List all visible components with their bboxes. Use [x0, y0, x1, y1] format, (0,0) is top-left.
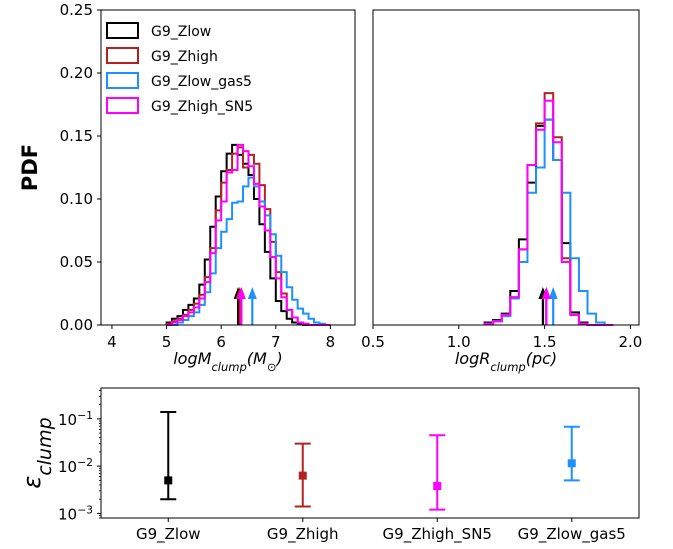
legend-swatch-g9-zlow-gas5 [106, 72, 139, 89]
mass-hist-g9-zhigh-sn5 [166, 143, 331, 326]
mass-ytick-label: 0.15 [60, 127, 93, 145]
eff-point-g9-zlow-gas5 [563, 425, 580, 482]
x-axis-label-mass: logMclump(M⊙) [173, 349, 283, 374]
mass-ytick-label: 0.00 [60, 316, 93, 334]
mass-xtick-label: 7 [271, 333, 281, 351]
legend-label-g9-zhigh-sn5: G9_Zhigh_SN5 [151, 99, 253, 115]
radius-hist-g9-zhigh-sn5 [483, 99, 614, 326]
eff-ytick-label: 10−1 [58, 408, 93, 429]
legend-label-g9-zlow: G9_Zlow [151, 24, 211, 40]
radius-xtick-label: 0.5 [361, 333, 385, 351]
mass-histogram-panel: 4 5 6 7 8 0.00 0.05 0.10 0.15 0.20 0.25 PDF logMclum… [18, 1, 356, 374]
radius-xtick-label: 1.0 [447, 333, 471, 351]
legend-label-g9-zlow-gas5: G9_Zlow_gas5 [151, 74, 252, 90]
mass-median-arrow-g9-zlow-gas5 [247, 287, 257, 325]
mass-median-arrow-g9-zlow-gas5-head [247, 287, 257, 299]
mass-median-arrow-g9-zhigh-sn5-head [236, 287, 246, 299]
legend-swatch-g9-zhigh-sn5 [106, 97, 139, 114]
eff-ytick-label: 10−2 [58, 456, 93, 477]
radius-hist-g9-zhigh [483, 92, 614, 326]
y-axis-label-efficiency: εclump [18, 417, 56, 488]
eff-xtick-label: G9_Zhigh_SN5 [383, 525, 492, 544]
legend-swatch-g9-zhigh [106, 47, 139, 64]
mass-xtick-label: 6 [216, 333, 226, 351]
eff-point-g9-zhigh-sn5-marker [433, 482, 442, 491]
mass-xtick-label: 8 [326, 333, 336, 351]
eff-point-g9-zhigh-marker [298, 471, 307, 480]
mass-ytick-label: 0.05 [60, 253, 93, 271]
radius-xtick-label: 2.0 [618, 333, 642, 351]
eff-frame [100, 387, 640, 519]
x-axis-label-radius: logRclump(pc) [455, 349, 557, 374]
radius-frame [372, 9, 640, 326]
radius-xtick-label: 1.5 [533, 333, 557, 351]
eff-point-g9-zlow-marker [164, 476, 173, 485]
eff-point-g9-zlow [160, 410, 177, 501]
eff-xtick-label: G9_Zlow [136, 525, 201, 544]
eff-point-g9-zhigh-sn5 [429, 434, 446, 511]
legend-label-g9-zhigh: G9_Zhigh [151, 49, 218, 65]
y-axis-label-pdf: PDF [18, 144, 42, 191]
mass-ytick-label: 0.20 [60, 64, 93, 82]
mass-median-arrow-g9-zhigh-sn5 [236, 287, 246, 325]
mass-ytick-label: 0.10 [60, 190, 93, 208]
eff-ytick-label: 10−3 [58, 503, 93, 524]
legend: G9_Zlow G9_Zhigh G9_Zlow_gas5 G9_Zhigh_SN5 [106, 22, 253, 115]
radius-median-arrow-g9-zhigh-sn5-head [541, 287, 551, 299]
eff-xtick-label: G9_Zhigh [267, 525, 339, 544]
radius-median-arrow-g9-zhigh-sn5 [541, 287, 551, 325]
mass-xtick-label: 4 [107, 333, 117, 351]
eff-point-g9-zhigh [294, 442, 311, 508]
mass-frame [100, 9, 356, 326]
eff-point-g9-zlow-gas5-marker [567, 459, 576, 468]
mass-xtick-label: 5 [162, 333, 172, 351]
radius-median-arrow-g9-zlow-gas5 [548, 287, 558, 325]
mass-ytick-label: 0.25 [60, 1, 93, 19]
radius-histogram-panel: 0.5 1.0 1.5 2.0 logRclump(pc) [361, 9, 642, 374]
radius-median-arrow-g9-zlow-gas5-head [548, 287, 558, 299]
legend-swatch-g9-zlow [106, 22, 139, 39]
eff-xtick-label: G9_Zlow_gas5 [518, 525, 626, 544]
efficiency-errorbar-panel: G9_Zlow G9_Zhigh G9_Zhigh_SN5 G9_Zlow_gas5 1… [18, 387, 640, 544]
mass-hist-g9-zlow-gas5 [166, 176, 331, 326]
